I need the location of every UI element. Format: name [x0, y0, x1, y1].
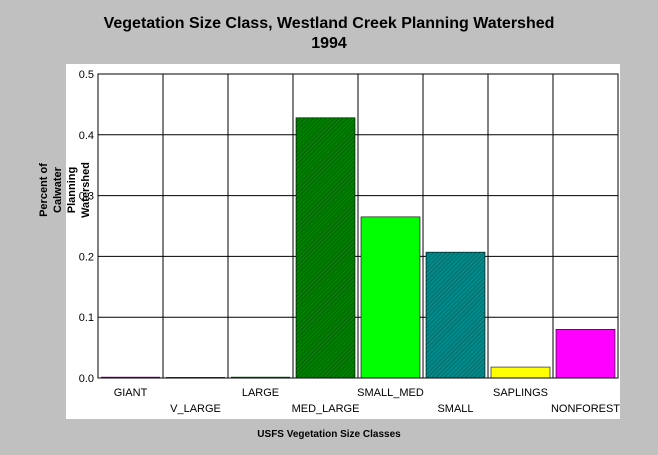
bar-large [231, 376, 290, 378]
x-tick-label: V_LARGE [170, 403, 221, 415]
x-tick-label: SMALL [437, 403, 473, 415]
y-tick-label: 0.1 [79, 312, 94, 324]
bar-giant [101, 376, 160, 378]
x-tick-label: MED_LARGE [292, 403, 360, 415]
x-tick-label: NONFOREST [551, 403, 620, 415]
y-axis-label-line-1: Percent of Calwater Planning [38, 163, 78, 217]
chart-title-line-2: 1994 [311, 35, 347, 52]
bar-small [425, 251, 486, 379]
x-tick-label: SAPLINGS [493, 387, 548, 399]
x-tick-label: LARGE [242, 387, 279, 399]
bar-med-large [295, 117, 356, 379]
bar-layer [101, 117, 616, 379]
bar-saplings [490, 366, 551, 379]
y-tick-label: 0.4 [79, 130, 94, 142]
x-axis-label: USFS Vegetation Size Classes [257, 429, 401, 440]
x-tick-label: SMALL_MED [357, 387, 424, 399]
bar-nonforest [555, 329, 616, 379]
y-tick-label: 0.3 [79, 191, 94, 203]
y-axis-label: Percent of Calwater Planning Watershed [37, 145, 93, 235]
tick-layer: 0.0 0.1 0.2 0.3 0.4 0.5 GIANT V_LARGE LARGE MED_L… [79, 69, 620, 415]
x-tick-label: GIANT [114, 387, 148, 399]
y-tick-label: 0.0 [79, 373, 94, 385]
plot-panel: 0.0 0.1 0.2 0.3 0.4 0.5 GIANT V_LARGE LARGE MED_L… [66, 64, 620, 419]
bar-small-med [360, 216, 421, 379]
y-tick-label: 0.5 [79, 69, 94, 81]
chart-title-line-1: Vegetation Size Class, Westland Creek Pl… [103, 15, 555, 32]
y-tick-label: 0.2 [79, 251, 94, 263]
grid-layer [98, 73, 618, 379]
plot-frame [97, 73, 619, 379]
chart-canvas: 0.0 0.1 0.2 0.3 0.4 0.5 GIANT V_LARGE LARGE MED_L… [79, 69, 620, 415]
chart-title: Vegetation Size Class, Westland Creek Pl… [0, 14, 658, 54]
y-axis-label-line-2: Watershed [80, 162, 92, 218]
